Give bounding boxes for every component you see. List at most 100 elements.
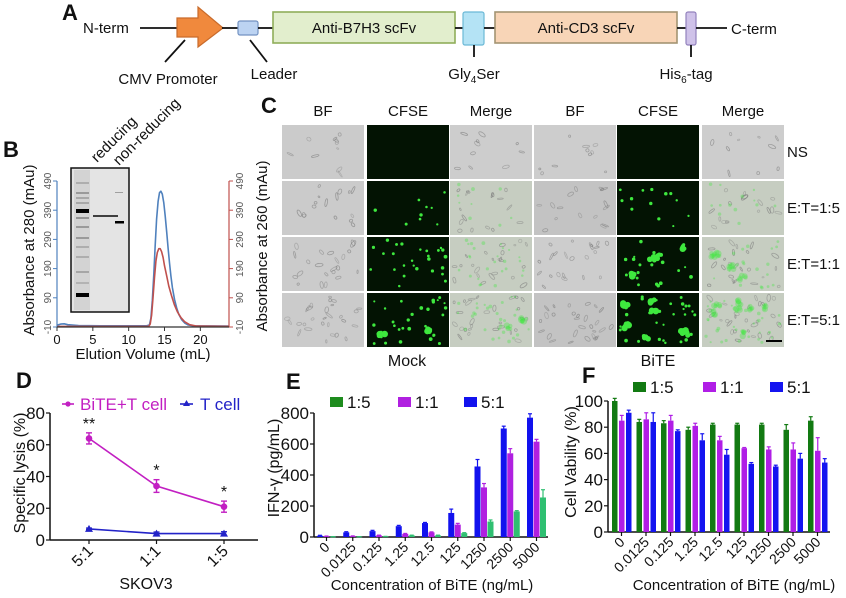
ladder-band [76,202,89,204]
cfse-spot [404,222,408,226]
cell-shape [567,340,574,344]
cfse-cluster [741,331,746,336]
cfse-spot [669,302,673,306]
cfse-spot [467,242,470,246]
cell-shape [518,238,523,244]
non-reducing-band [115,221,124,224]
cell-shape [301,212,306,218]
cfse-spot [497,336,501,340]
cfse-spot [752,188,756,192]
cfse-spot [689,332,693,336]
bar-5-1-125 [448,512,455,537]
cfse-spot [679,296,683,299]
cfse-spot [371,245,376,249]
cfse-spot [438,296,442,300]
bar-5-1-1.25 [699,440,705,532]
legend-label: T cell [200,395,240,414]
cell-shape [310,154,320,158]
ladder-band [76,182,89,184]
cell-shape [730,329,735,335]
cfse-spot [410,312,414,317]
y-tick-label: 600 [281,435,309,454]
micrograph-mock-bf-row-1 [282,125,364,179]
panel-e-ifn-chart: E 020040060080000.01250.1251.2512.512512… [266,369,548,594]
y-tick-label: 60 [26,436,45,455]
cfse-cluster [381,330,388,338]
cell-shape [311,204,317,209]
micrograph-background [450,181,532,235]
micrograph-background [702,125,784,179]
cell-shape [722,302,728,306]
cfse-spot [662,323,665,326]
cfse-cluster [712,312,718,318]
cfse-spot [393,268,396,271]
cfse-cluster [726,266,732,272]
cell-shape [750,335,756,338]
his6-label-sub: 6 [681,75,687,86]
cell-shape [708,208,715,214]
cfse-spot [521,274,524,277]
cell-shape [467,327,472,331]
ladder-band [76,209,89,213]
micrograph-mock-bf-row-3 [282,237,364,291]
cell-shape [741,194,749,200]
y-tick-label: 20 [26,499,45,518]
bar-5-1-0.0125 [650,421,656,532]
cell-shape [761,276,765,279]
his6-tag-box [685,11,697,46]
bar-1-1-1250 [766,449,772,532]
cell-shape [336,147,340,150]
cell-shape [598,307,605,313]
cfse-spot [402,264,406,267]
cfse-spot [716,326,721,331]
cell-shape [706,294,714,302]
bar-1-5-0.125 [661,423,667,532]
cfse-spot [493,283,497,288]
cfse-spot [391,320,395,324]
cell-shape [506,204,513,211]
micrograph-bite-merge-row-3 [702,237,784,291]
cell-shape [723,257,726,261]
cell-shape [330,303,335,307]
cfse-spot [508,248,511,252]
cfse-spot [618,188,622,192]
cfse-spot [624,273,628,277]
cfse-spot [493,260,497,264]
cfse-spot [372,342,376,345]
bar-1-1-12.5 [717,440,723,532]
cfse-spot [679,340,683,344]
cell-shape [293,251,297,259]
cell-shape [350,239,356,247]
panel-label-c: C [261,93,277,118]
cfse-spot [456,311,460,315]
x-tick-label: 1250 [457,539,490,572]
bar-1-1-1250 [481,487,487,537]
cell-shape [476,273,480,278]
cfse-spot [633,255,636,258]
cmv-promoter-arrow-icon [176,5,224,49]
cfse-spot [426,254,430,258]
bar-1-5-1.25 [685,429,691,532]
cell-shape [544,305,550,312]
cfse-spot [430,269,435,273]
cfse-cluster [736,305,743,311]
cfse-spot [677,269,681,272]
cell-shape [508,295,517,300]
cell-shape [761,301,766,307]
ladder-band [76,237,89,239]
cfse-spot [650,187,654,192]
micrograph-background [282,181,364,235]
cell-shape [567,191,575,197]
data-point [85,524,93,532]
cell-shape [317,184,321,188]
legend: BiTE+T cell T cell [62,395,240,414]
legend-label: 5:1 [481,393,505,412]
cell-shape [356,307,363,310]
cell-shape [719,318,723,322]
cell-shape [584,255,589,260]
y-tick-label: 200 [281,497,309,516]
cfse-spot [488,304,493,309]
cell-shape [456,188,461,193]
bar-1-1-12.5 [428,532,435,537]
cfse-spot [684,338,688,342]
